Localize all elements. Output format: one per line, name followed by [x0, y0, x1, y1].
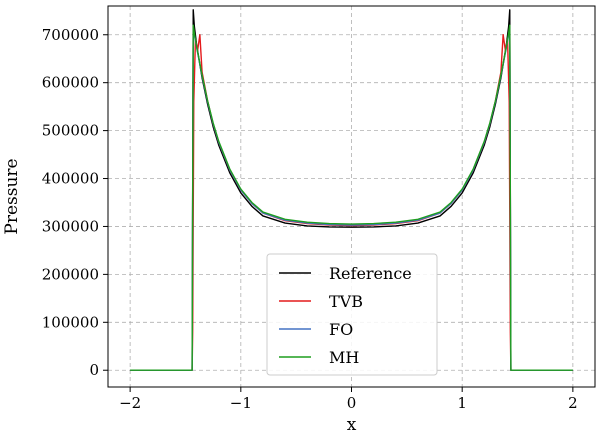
- x-tick-label: 1: [457, 394, 467, 412]
- y-tick-label: 200000: [42, 265, 99, 283]
- y-tick-label: 300000: [42, 217, 99, 235]
- legend-box: [266, 253, 438, 376]
- y-tick-label: 100000: [42, 313, 99, 331]
- y-tick-label: 0: [89, 361, 99, 379]
- legend-label-reference: Reference: [329, 264, 412, 283]
- y-tick-label: 500000: [42, 122, 99, 140]
- x-tick-label: −1: [230, 394, 252, 412]
- legend: Reference TVB FO MH: [266, 253, 438, 376]
- x-axis-title: x: [347, 415, 357, 435]
- x-tick-label: 0: [347, 394, 357, 412]
- series-line-mh: [130, 24, 573, 371]
- legend-label-fo: FO: [329, 320, 353, 339]
- legend-label-tvb: TVB: [329, 292, 363, 311]
- legend-label-mh: MH: [329, 348, 359, 367]
- axis-ticks: −2 −1 0 1 2 0 100000 200000 300000 400000 500000 60…: [42, 26, 578, 412]
- y-tick-label: 700000: [42, 26, 99, 44]
- x-tick-label: −2: [119, 394, 141, 412]
- series-lines: [130, 9, 573, 371]
- y-tick-label: 600000: [42, 74, 99, 92]
- y-axis-title: Pressure: [2, 158, 22, 234]
- x-tick-label: 2: [568, 394, 578, 412]
- y-tick-label: 400000: [42, 170, 99, 188]
